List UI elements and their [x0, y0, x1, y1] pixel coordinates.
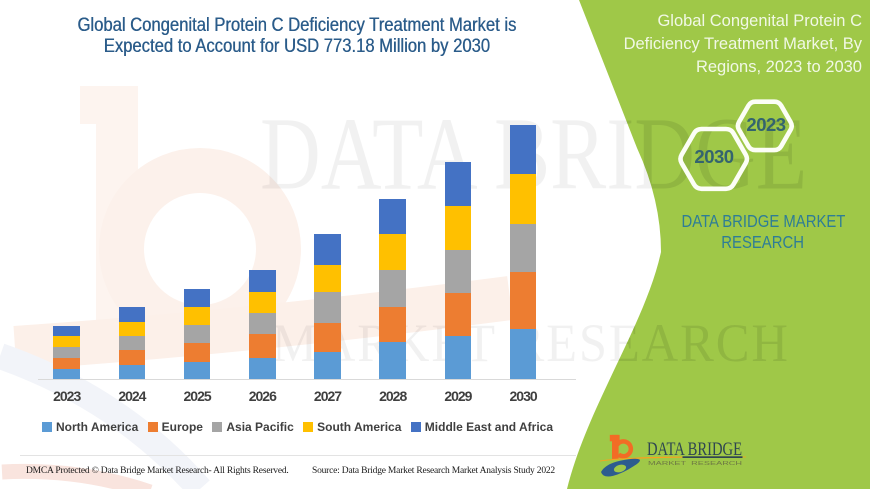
svg-text:DATA BRIDGE: DATA BRIDGE: [647, 439, 742, 460]
svg-text:MARKET RESEARCH: MARKET RESEARCH: [648, 461, 742, 467]
